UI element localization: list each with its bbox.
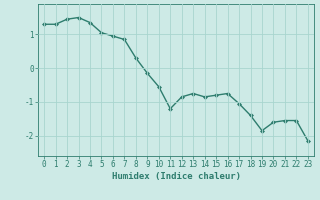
X-axis label: Humidex (Indice chaleur): Humidex (Indice chaleur) bbox=[111, 172, 241, 181]
